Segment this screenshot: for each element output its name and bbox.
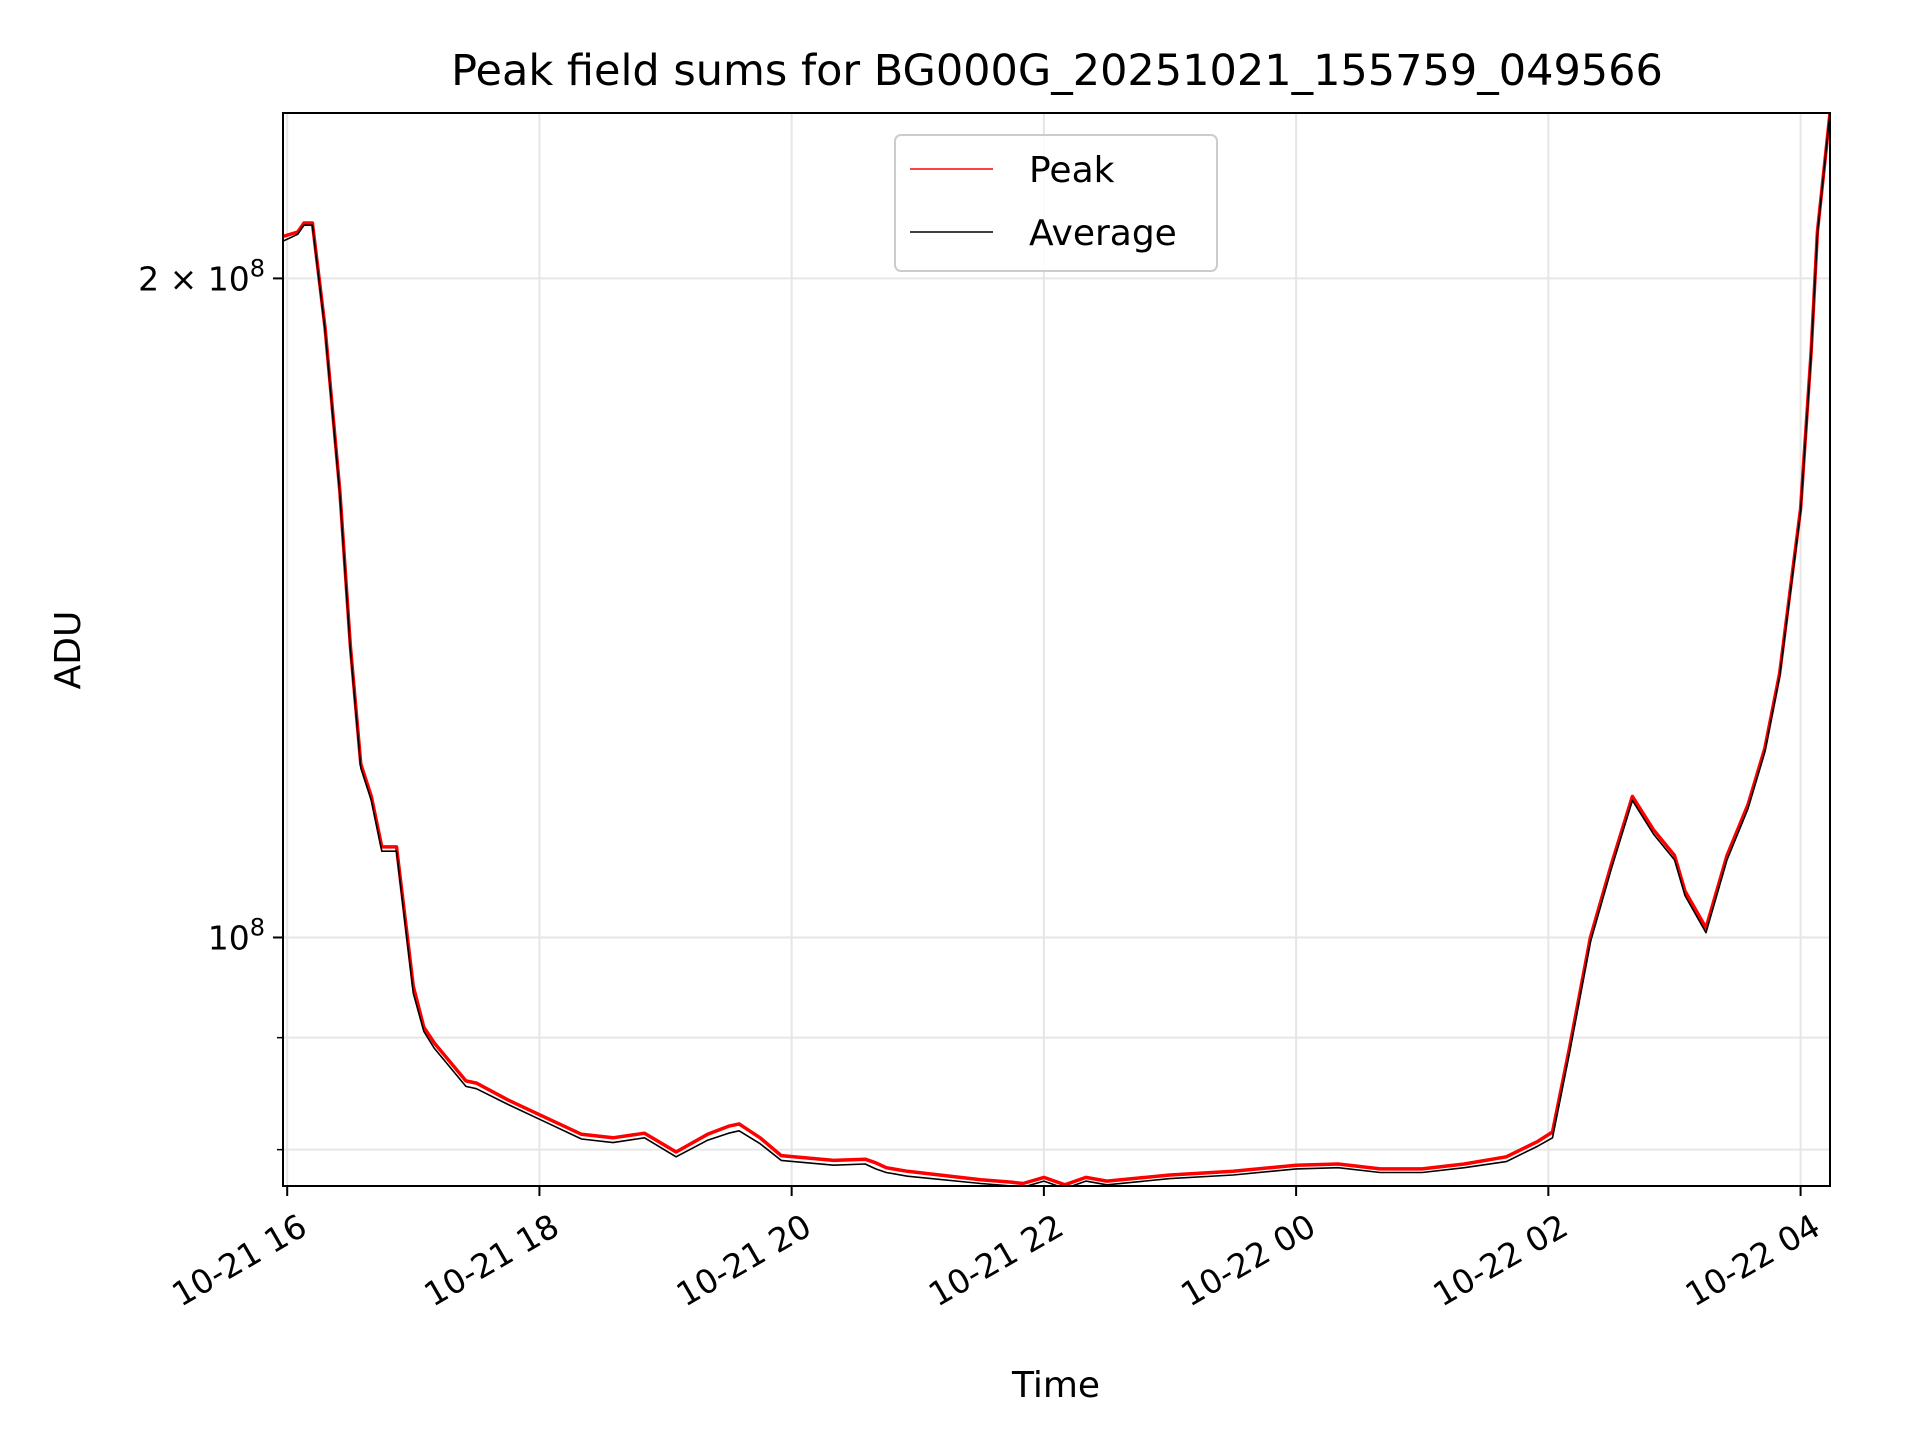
plot-frame — [282, 112, 1831, 1187]
y-axis-label: ADU — [48, 611, 89, 690]
legend-peak-label: Peak — [1029, 150, 1115, 191]
legend-average-label: Average — [1029, 213, 1177, 254]
chart-title: Peak field sums for BG000G_20251021_1557… — [451, 46, 1663, 96]
series-line-average — [283, 113, 1830, 1186]
legend: Peak Average — [894, 134, 1218, 272]
series-layer — [283, 113, 1830, 1186]
y-tick-label: 2 × 108 — [138, 254, 265, 298]
x-axis-label: Time — [1011, 1365, 1100, 1406]
